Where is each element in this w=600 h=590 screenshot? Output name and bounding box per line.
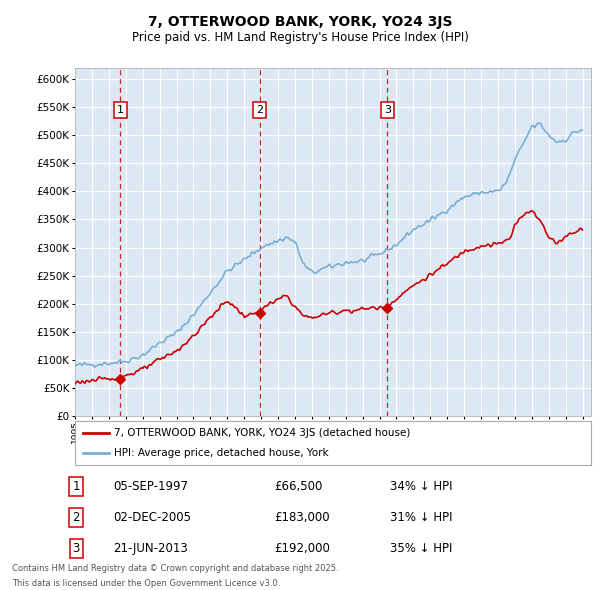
Text: 1: 1 [73, 480, 80, 493]
Text: 2: 2 [256, 105, 263, 115]
Text: £183,000: £183,000 [274, 511, 330, 524]
Text: HPI: Average price, detached house, York: HPI: Average price, detached house, York [114, 448, 328, 458]
Text: 35% ↓ HPI: 35% ↓ HPI [391, 542, 453, 555]
Text: 3: 3 [384, 105, 391, 115]
Text: 21-JUN-2013: 21-JUN-2013 [113, 542, 188, 555]
Text: Contains HM Land Registry data © Crown copyright and database right 2025.: Contains HM Land Registry data © Crown c… [12, 564, 338, 573]
Text: 3: 3 [73, 542, 80, 555]
Text: 31% ↓ HPI: 31% ↓ HPI [391, 511, 453, 524]
Text: Price paid vs. HM Land Registry's House Price Index (HPI): Price paid vs. HM Land Registry's House … [131, 31, 469, 44]
Text: 7, OTTERWOOD BANK, YORK, YO24 3JS (detached house): 7, OTTERWOOD BANK, YORK, YO24 3JS (detac… [114, 428, 410, 438]
Text: £66,500: £66,500 [274, 480, 323, 493]
Text: 2: 2 [73, 511, 80, 524]
Text: 02-DEC-2005: 02-DEC-2005 [113, 511, 191, 524]
Text: 34% ↓ HPI: 34% ↓ HPI [391, 480, 453, 493]
Text: £192,000: £192,000 [274, 542, 330, 555]
Text: 05-SEP-1997: 05-SEP-1997 [113, 480, 188, 493]
Text: 1: 1 [117, 105, 124, 115]
Text: This data is licensed under the Open Government Licence v3.0.: This data is licensed under the Open Gov… [12, 579, 280, 588]
Text: 7, OTTERWOOD BANK, YORK, YO24 3JS: 7, OTTERWOOD BANK, YORK, YO24 3JS [148, 15, 452, 29]
